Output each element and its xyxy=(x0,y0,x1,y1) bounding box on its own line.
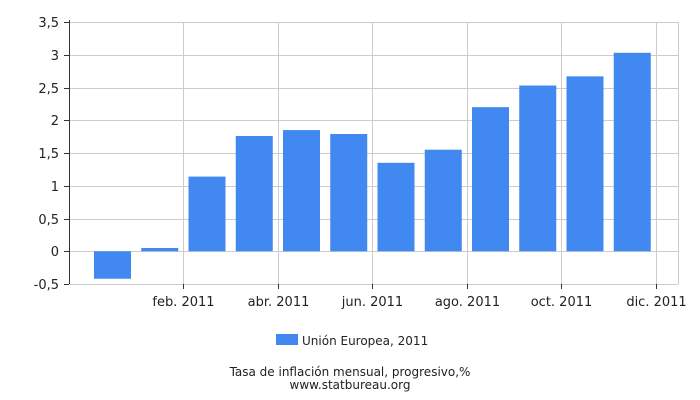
bar-abr-2011 xyxy=(235,135,273,252)
bar-ago-2011 xyxy=(424,149,462,252)
bar-may-2011 xyxy=(283,130,320,252)
y-tick-label: 3 xyxy=(51,49,59,64)
y-tick-label: 3,5 xyxy=(38,16,59,31)
chart-caption: Tasa de inflación mensual, progresivo,% xyxy=(229,365,471,379)
x-tick-label: dic. 2011 xyxy=(626,295,686,310)
bar-jul-2011 xyxy=(377,162,415,252)
y-tick-label: 0 xyxy=(51,245,59,260)
y-tick-label: 1,5 xyxy=(38,147,59,162)
bars xyxy=(94,52,651,279)
bar-sep-2011 xyxy=(472,107,509,252)
bar-dic-2011 xyxy=(613,52,651,252)
y-tick-label: 2,5 xyxy=(38,82,59,97)
bar-feb-2011 xyxy=(141,247,179,252)
bar-ene-2011 xyxy=(94,251,131,279)
x-tick-label: ago. 2011 xyxy=(435,295,500,310)
axes xyxy=(64,20,657,289)
x-tick-label: oct. 2011 xyxy=(531,295,593,310)
bar-oct-2011 xyxy=(519,85,557,252)
y-tick-label: 1 xyxy=(51,180,59,195)
y-axis-tick-labels: -0,5 0 0,5 1 1,5 2 2,5 3 3,5 xyxy=(34,16,59,293)
bar-jun-2011 xyxy=(330,134,368,252)
y-tick-label: 0,5 xyxy=(38,213,59,228)
source-credit: www.statbureau.org xyxy=(290,378,411,392)
y-tick-label: -0,5 xyxy=(34,278,59,293)
legend-label: Unión Europea, 2011 xyxy=(302,334,428,348)
x-axis-tick-labels: feb. 2011 abr. 2011 jun. 2011 ago. 2011 oct.… xyxy=(152,295,686,310)
legend-swatch xyxy=(276,334,298,345)
x-tick-label: jun. 2011 xyxy=(341,295,403,310)
bar-nov-2011 xyxy=(566,76,604,252)
bar-mar-2011 xyxy=(188,176,226,252)
x-tick-label: abr. 2011 xyxy=(248,295,310,310)
y-tick-label: 2 xyxy=(51,114,59,129)
gridlines xyxy=(69,22,679,285)
x-tick-label: feb. 2011 xyxy=(152,295,214,310)
legend: Unión Europea, 2011 xyxy=(276,334,428,348)
